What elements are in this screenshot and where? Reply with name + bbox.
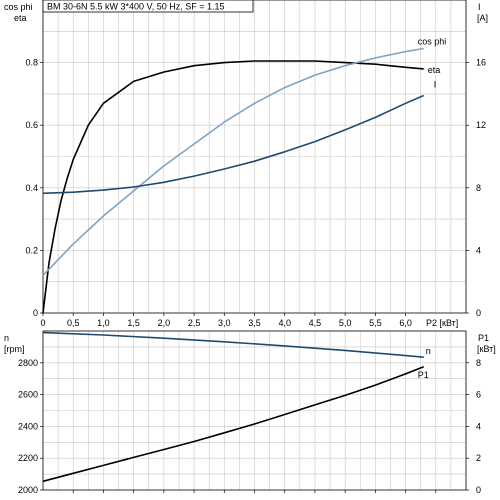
y-right-tick-label: 0 <box>476 485 481 495</box>
y-right-tick-label: 0 <box>476 308 481 318</box>
title-box <box>42 0 254 13</box>
series-label-i: I <box>434 79 437 89</box>
y-right-tick-label: 8 <box>476 358 481 368</box>
x-tick-label: 3,0 <box>218 318 231 328</box>
y-right-axis-unit: [кВт] <box>477 344 496 354</box>
series-line-eta <box>42 60 424 314</box>
chart-title: BM 30-6N 5.5 kW 3*400 V, 50 Hz, SF = 1.1… <box>47 2 225 12</box>
y-left-tick-label: 2600 <box>18 390 38 400</box>
x-tick-label: 0 <box>40 318 45 328</box>
x-tick-label: 0,5 <box>67 318 80 328</box>
x-tick-label: 6,0 <box>399 318 412 328</box>
y-left-tick-label: 0.2 <box>25 245 38 255</box>
y-right-tick-label: 4 <box>476 245 481 255</box>
y-right-tick-label: 4 <box>476 421 481 431</box>
series-label-eta: eta <box>428 65 441 75</box>
series-line-i <box>42 94 425 195</box>
y-left-axis-unit: eta <box>14 13 27 23</box>
y-right-axis-label: P1 <box>478 333 489 343</box>
y-left-axis-unit: [rpm] <box>4 344 25 354</box>
y-left-tick-label: 0.6 <box>25 120 38 130</box>
x-tick-label: 4,5 <box>309 318 322 328</box>
x-tick-label: 5,5 <box>369 318 382 328</box>
x-tick-label: 2,0 <box>158 318 171 328</box>
y-right-tick-label: 12 <box>476 120 486 130</box>
y-left-tick-label: 2800 <box>18 358 38 368</box>
y-right-axis-unit: [A] <box>477 13 488 23</box>
x-tick-label: 1,5 <box>127 318 140 328</box>
y-right-tick-label: 16 <box>476 58 486 68</box>
y-left-tick-label: 0 <box>33 308 38 318</box>
series-line-p1 <box>42 366 424 483</box>
bottom-panel: 2000220024002600280002468n[rpm]P1[кВт]nP… <box>4 330 496 495</box>
y-left-tick-label: 2200 <box>18 453 38 463</box>
y-left-axis-label: n <box>4 333 9 343</box>
y-left-tick-label: 0.8 <box>25 58 38 68</box>
x-axis-label: P2 [кВт] <box>426 318 458 328</box>
x-tick-label: 5,0 <box>339 318 352 328</box>
y-right-tick-label: 2 <box>476 453 481 463</box>
y-left-tick-label: 2400 <box>18 421 38 431</box>
x-tick-label: 2,5 <box>188 318 201 328</box>
series-label-cos-phi: cos phi <box>418 37 447 47</box>
series-line-n <box>42 331 424 358</box>
y-right-tick-label: 6 <box>476 390 481 400</box>
series-line-cos-phi <box>42 47 424 276</box>
y-left-tick-label: 0.4 <box>25 183 38 193</box>
y-left-tick-label: 2000 <box>18 485 38 495</box>
x-tick-label: 1,0 <box>97 318 110 328</box>
x-tick-label: 3,5 <box>248 318 261 328</box>
series-label-p1: P1 <box>418 370 429 380</box>
y-left-axis-label: cos phi <box>4 2 33 12</box>
series-label-n: n <box>426 346 431 356</box>
y-right-axis-label: I <box>478 2 481 12</box>
x-tick-label: 4,0 <box>278 318 291 328</box>
y-right-tick-label: 8 <box>476 183 481 193</box>
